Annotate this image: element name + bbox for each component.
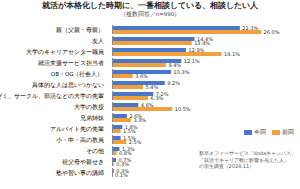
svg-text:19.1%: 19.1% xyxy=(224,51,240,57)
svg-text:親（父親・母親）: 親（父親・母親） xyxy=(56,26,104,34)
svg-text:兄弟姉妹: 兄弟姉妹 xyxy=(80,115,104,121)
svg-text:0.7%: 0.7% xyxy=(118,157,132,164)
svg-text:6.3%: 6.3% xyxy=(151,95,164,101)
svg-text:13.9%: 13.9% xyxy=(194,40,210,46)
svg-text:就活支援サービス担当者: 就活支援サービス担当者 xyxy=(38,60,104,66)
svg-text:10.3%: 10.3% xyxy=(174,69,190,75)
svg-text:OB・OG（社会人）: OB・OG（社会人） xyxy=(51,71,104,78)
svg-text:塾や習い事の講師: 塾や習い事の講師 xyxy=(56,169,104,176)
svg-text:12.9%: 12.9% xyxy=(188,47,204,53)
svg-text:2.5%: 2.5% xyxy=(129,139,142,145)
html-text:今回: 今回 xyxy=(254,128,266,135)
svg-text:5.4%: 5.4% xyxy=(145,84,158,90)
svg-text:0.8%: 0.8% xyxy=(119,150,132,156)
svg-text:1.8%: 1.8% xyxy=(124,124,138,131)
svg-text:1.3%: 1.3% xyxy=(122,146,135,153)
svg-text:大学の教授: 大学の教授 xyxy=(74,104,104,110)
svg-text:友人: 友人 xyxy=(92,38,104,44)
svg-text:7.2%: 7.2% xyxy=(155,91,169,98)
svg-text:ゼミ、サークル、部活などの大学の先輩: ゼミ、サークル、部活などの大学の先輩 xyxy=(0,92,104,100)
html-text:就活が本格化した時期に、一番相談している、相談したい人: 就活が本格化した時期に、一番相談している、相談したい人 xyxy=(42,1,258,10)
svg-text:3.3%: 3.3% xyxy=(133,117,146,123)
html-text:新卒オファーサービス「dodaキャンパス」: 新卒オファーサービス「dodaキャンパス」 xyxy=(198,150,296,156)
svg-text:具体的な人は思いつかない: 具体的な人は思いつかない xyxy=(32,82,104,89)
html-text:「就活でキャリア観に影響を与えた人」: 「就活でキャリア観に影響を与えた人」 xyxy=(198,156,289,163)
svg-text:祖父母や親せき: 祖父母や親せき xyxy=(62,158,104,166)
html-text:の学生調査（2024.11）: の学生調査（2024.11） xyxy=(198,163,255,169)
svg-text:14.4%: 14.4% xyxy=(197,36,213,43)
svg-text:4.6%: 4.6% xyxy=(141,102,154,108)
html-text:前回: 前回 xyxy=(282,128,294,135)
svg-text:9.2%: 9.2% xyxy=(167,80,180,86)
svg-text:3.6%: 3.6% xyxy=(135,73,148,79)
svg-text:アルバイト先の先輩: アルバイト先の先輩 xyxy=(50,126,104,132)
svg-text:1.5%: 1.5% xyxy=(123,128,136,134)
svg-text:12.1%: 12.1% xyxy=(184,58,200,64)
svg-text:1.5%: 1.5% xyxy=(123,135,136,142)
svg-text:0.1%: 0.1% xyxy=(115,172,128,178)
svg-text:0.3%: 0.3% xyxy=(116,161,129,167)
svg-text:9.4%: 9.4% xyxy=(168,62,181,68)
svg-text:22.3%: 22.3% xyxy=(242,25,258,31)
svg-text:2.6%: 2.6% xyxy=(129,113,143,120)
svg-text:10.5%: 10.5% xyxy=(175,106,191,112)
svg-text:大学のキャリアセンター職員: 大学のキャリアセンター職員 xyxy=(26,48,104,55)
html-text:（複数回答／n=990）: （複数回答／n=990） xyxy=(119,11,181,17)
svg-text:小・中・高の教員: 小・中・高の教員 xyxy=(56,136,104,143)
svg-text:0.3%: 0.3% xyxy=(116,168,129,175)
svg-text:26.0%: 26.0% xyxy=(264,29,280,35)
svg-text:その他: その他 xyxy=(86,148,104,155)
